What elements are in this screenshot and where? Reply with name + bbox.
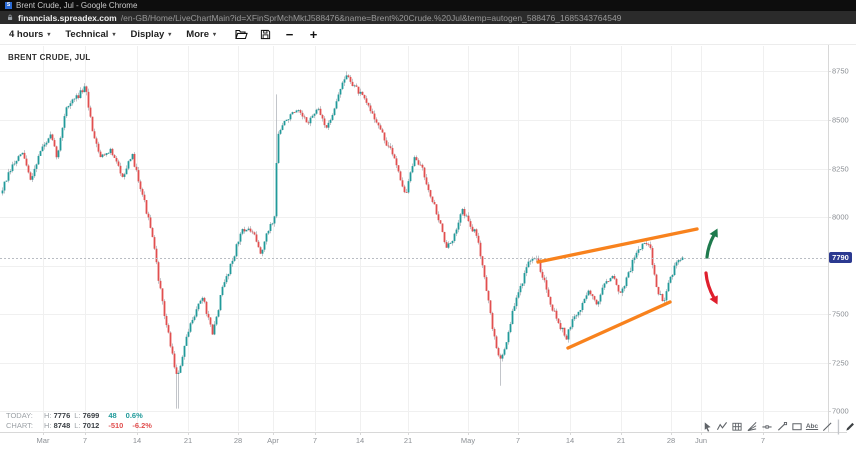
today-change: 48 (108, 411, 117, 420)
horizontal-line-icon[interactable] (761, 420, 773, 433)
time-axis-label: 14 (355, 436, 365, 445)
price-axis-label: 8500 (832, 115, 849, 125)
today-low-label: L: (74, 411, 81, 420)
time-axis-label: 28 (233, 436, 243, 445)
display-menu[interactable]: Display ▾ (130, 29, 171, 40)
time-axis-label: 21 (616, 436, 626, 445)
time-axis-label: 14 (565, 436, 575, 445)
time-axis-label: 7 (760, 436, 766, 445)
url-bar[interactable]: financials.spreadex.com /en-GB/Home/Live… (0, 11, 856, 24)
zoom-out-icon[interactable]: − (285, 26, 294, 42)
chart-high-label: H: (44, 420, 52, 430)
time-axis-label: 21 (183, 436, 193, 445)
url-path: /en-GB/Home/LiveChartMain?id=XFinSprMchM… (120, 12, 622, 23)
rectangle-icon[interactable] (791, 420, 803, 433)
chart-label: CHART: (6, 420, 33, 430)
chart-stats-row: CHART: H: 8748 L: 7012 -510 -6.2% (6, 421, 152, 431)
timeframe-menu-label: 4 hours (9, 28, 44, 40)
ray-icon[interactable] (821, 420, 833, 433)
zigzag-icon[interactable] (716, 420, 728, 433)
toolbar-icon-group: − + (235, 28, 320, 41)
session-stats: TODAY: H: 7776 L: 7699 48 0.6% CHART: H: 8748… (6, 411, 152, 430)
time-axis-label: 7 (515, 436, 521, 445)
today-high-label: H: (44, 411, 52, 420)
time-axis-label: 7 (312, 436, 318, 445)
today-label: TODAY: (6, 411, 33, 420)
time-axis-label: Apr (267, 436, 279, 445)
chart-low-value: 7012 (82, 420, 100, 430)
divider-icon: | (836, 417, 841, 435)
time-axis-label: May (460, 436, 476, 445)
time-axis-label: Jun (694, 436, 708, 445)
time-axis-label: 7 (82, 436, 88, 445)
trend-line-icon[interactable] (776, 420, 788, 433)
today-change-pct: 0.6% (125, 411, 143, 420)
chart-low-label: L: (74, 420, 81, 430)
url-domain: financials.spreadex.com (18, 12, 117, 23)
today-low-value: 7699 (82, 411, 100, 420)
window-titlebar: S Brent Crude, Jul - Google Chrome (0, 0, 856, 11)
chart-high-value: 8748 (53, 420, 71, 430)
time-axis-label: 21 (403, 436, 413, 445)
price-axis-label: 7000 (832, 406, 849, 416)
pencil-icon[interactable] (844, 420, 856, 433)
zoom-in-icon[interactable]: + (309, 26, 318, 42)
more-menu[interactable]: More ▾ (186, 29, 216, 40)
time-axis-label: Mar (36, 436, 50, 445)
lock-icon (6, 13, 14, 22)
time-axis-label: 14 (132, 436, 142, 445)
price-axis-label: 8000 (832, 212, 849, 222)
chevron-down-icon: ▾ (112, 31, 116, 38)
technical-menu-label: Technical (65, 28, 109, 40)
chart-change-pct: -6.2% (132, 420, 152, 430)
current-price-tag: 7790 (829, 252, 852, 263)
today-high-value: 7776 (53, 411, 71, 420)
chart-change: -510 (108, 420, 124, 430)
text-tool-icon[interactable]: Abc (805, 423, 819, 430)
timeframe-menu[interactable]: 4 hours ▾ (9, 29, 50, 40)
today-stats-row: TODAY: H: 7776 L: 7699 48 0.6% (6, 411, 152, 421)
favicon-icon: S (5, 2, 12, 9)
price-axis-label: 8750 (832, 66, 849, 76)
save-icon[interactable] (259, 28, 272, 41)
chart-toolbar: 4 hours ▾ Technical ▾ Display ▾ More ▾ −… (0, 24, 856, 45)
window-title: Brent Crude, Jul - Google Chrome (16, 1, 138, 10)
drawing-toolbar: Abc|× (701, 417, 856, 435)
chart-symbol-title: BRENT CRUDE, JUL (8, 53, 91, 62)
chevron-down-icon: ▾ (47, 31, 51, 38)
more-menu-label: More (186, 28, 209, 40)
price-axis-label: 7250 (832, 358, 849, 368)
fan-lines-icon[interactable] (746, 420, 758, 433)
price-axis-label: 8250 (832, 164, 849, 174)
open-folder-icon[interactable] (235, 28, 248, 41)
price-axis-label: 7500 (832, 309, 849, 319)
display-menu-label: Display (130, 28, 165, 40)
chevron-down-icon: ▾ (168, 31, 172, 38)
grid-icon[interactable] (731, 420, 743, 433)
time-axis-label: 28 (666, 436, 676, 445)
cursor-icon[interactable] (701, 420, 713, 433)
chevron-down-icon: ▾ (212, 31, 216, 38)
technical-menu[interactable]: Technical ▾ (65, 29, 115, 40)
